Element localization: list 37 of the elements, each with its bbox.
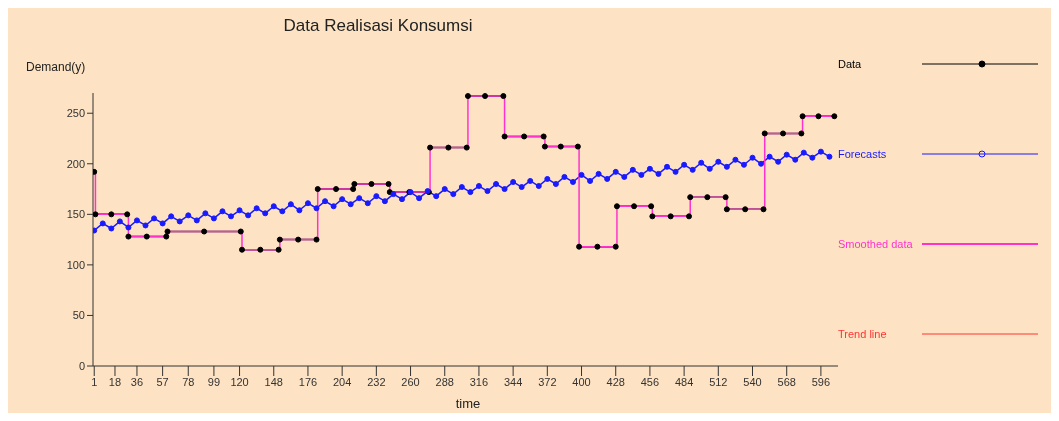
x-tick-label: 57 [156, 375, 169, 388]
y-tick-label: 250 [66, 107, 85, 120]
x-tick-label: 148 [264, 375, 283, 388]
legend-label: Trend line [838, 328, 888, 340]
y-axis-title: Demand(y) [26, 60, 86, 74]
y-tick-label: 200 [66, 157, 85, 170]
chart-title: Data Realisasi Konsumsi [282, 16, 474, 36]
x-tick-label: 36 [130, 375, 144, 388]
y-tick-label: 50 [72, 309, 85, 322]
x-tick-label: 204 [332, 375, 352, 388]
y-tick-label: 0 [78, 359, 85, 372]
x-tick-label: 99 [207, 375, 221, 388]
x-tick-label: 288 [435, 375, 454, 388]
x-tick-label: 484 [674, 375, 694, 388]
x-tick-label: 344 [503, 375, 523, 388]
x-tick-label: 316 [469, 375, 489, 388]
x-tick-label: 428 [606, 375, 625, 388]
text: Smoothed data [838, 238, 914, 250]
x-tick-label: 176 [298, 375, 318, 388]
x-tick-label: 18 [108, 375, 122, 388]
text: Data [838, 58, 863, 70]
x-tick-label: 78 [182, 375, 195, 388]
x-tick-label: 512 [709, 375, 728, 388]
y-tick-label: 150 [66, 208, 85, 221]
x-tick-label: 568 [777, 375, 796, 388]
x-tick-label: 456 [640, 375, 660, 388]
x-axis-title: time [454, 396, 482, 411]
x-tick-label: 260 [401, 375, 420, 388]
x-tick-label: 372 [538, 375, 557, 388]
x-tick-label: 540 [743, 375, 762, 388]
x-tick-label: 596 [811, 375, 831, 388]
x-tick-label: 400 [572, 375, 591, 388]
y-tick-label: 100 [66, 258, 85, 271]
x-tick-label: 232 [367, 375, 386, 388]
x-tick-label: 1 [91, 375, 98, 388]
x-tick-label: 120 [230, 375, 249, 388]
series-label: Forecasts [838, 148, 888, 160]
